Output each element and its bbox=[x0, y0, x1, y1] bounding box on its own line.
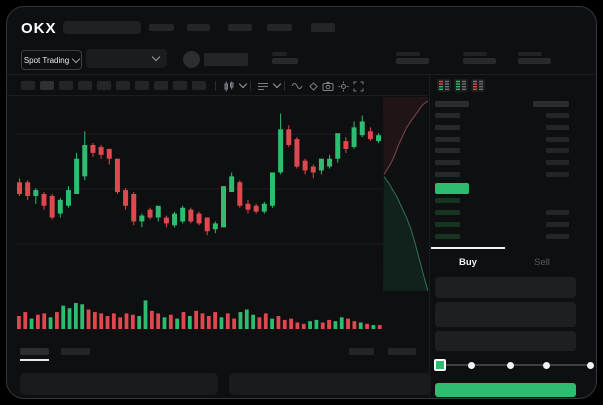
market-type-label: Spot Trading bbox=[23, 55, 70, 65]
ask-amount-placeholder bbox=[546, 172, 569, 177]
nav-item-placeholder[interactable] bbox=[311, 23, 335, 32]
bid-amount-placeholder bbox=[546, 222, 569, 227]
ticker-label-placeholder bbox=[396, 52, 420, 56]
market-type-dropdown[interactable]: Spot Trading bbox=[21, 50, 82, 70]
pair-selector-dropdown[interactable] bbox=[86, 49, 167, 68]
ask-price-placeholder[interactable] bbox=[435, 124, 460, 130]
toolbar-divider bbox=[250, 81, 251, 91]
ticker-label-placeholder bbox=[518, 52, 542, 56]
ask-price-placeholder[interactable] bbox=[435, 136, 460, 142]
timeframe-button[interactable] bbox=[154, 81, 168, 90]
slider-handle[interactable] bbox=[434, 359, 446, 371]
chevron-down-icon bbox=[151, 52, 161, 62]
tab-sell[interactable]: Sell bbox=[534, 257, 550, 268]
timeframe-button[interactable] bbox=[116, 81, 130, 90]
settings-gear-icon[interactable] bbox=[335, 79, 351, 93]
price-value-placeholder bbox=[272, 58, 298, 64]
bottom-action-placeholder[interactable] bbox=[388, 348, 416, 355]
amount-field[interactable] bbox=[435, 302, 576, 327]
depth-chart[interactable] bbox=[383, 97, 429, 292]
slider-stop-dot[interactable] bbox=[543, 361, 550, 369]
ticker-value-placeholder bbox=[396, 58, 429, 64]
camera-icon[interactable] bbox=[320, 79, 336, 93]
timeframe-button[interactable] bbox=[192, 81, 206, 90]
toolbar-divider bbox=[284, 81, 285, 91]
coin-avatar bbox=[183, 51, 200, 68]
book-bids-icon[interactable] bbox=[454, 79, 468, 92]
ask-price-placeholder[interactable] bbox=[435, 172, 460, 177]
candle-type-icon[interactable] bbox=[221, 79, 237, 93]
nav-item-placeholder[interactable] bbox=[228, 24, 252, 31]
pair-name-placeholder bbox=[204, 53, 248, 66]
book-asks-icon[interactable] bbox=[471, 79, 485, 92]
slider-stop-dot[interactable] bbox=[468, 361, 475, 369]
orderbook-last-price[interactable] bbox=[435, 183, 469, 194]
bid-price-placeholder[interactable] bbox=[435, 210, 460, 215]
slider-stop-dot[interactable] bbox=[587, 361, 594, 369]
ask-price-placeholder[interactable] bbox=[435, 113, 460, 118]
bottom-action-placeholder[interactable] bbox=[349, 348, 374, 355]
ticker-value-placeholder bbox=[518, 58, 551, 64]
ask-amount-placeholder bbox=[546, 124, 569, 130]
tab-buy[interactable]: Buy bbox=[459, 257, 477, 268]
buy-tab-indicator bbox=[431, 247, 505, 249]
ask-price-placeholder[interactable] bbox=[435, 148, 460, 154]
bid-price-placeholder[interactable] bbox=[435, 222, 460, 227]
search-input[interactable] bbox=[63, 21, 141, 34]
timeframe-button[interactable] bbox=[173, 81, 187, 90]
app-window: OKX Spot Trading bbox=[6, 6, 597, 399]
nav-item-placeholder[interactable] bbox=[149, 24, 174, 31]
timeframe-button[interactable] bbox=[97, 81, 111, 90]
nav-item-placeholder[interactable] bbox=[267, 24, 292, 31]
bottom-tab-indicator bbox=[20, 359, 49, 361]
chevron-down-icon bbox=[71, 54, 81, 63]
timeframe-button[interactable] bbox=[78, 81, 92, 90]
bid-amount-placeholder bbox=[546, 210, 569, 215]
buy-submit-button[interactable] bbox=[435, 383, 576, 397]
bottom-panel[interactable] bbox=[20, 373, 218, 395]
orderbook-amount-header bbox=[533, 101, 569, 107]
ask-amount-placeholder bbox=[546, 160, 569, 166]
ask-amount-placeholder bbox=[546, 136, 569, 142]
bottom-tab-placeholder[interactable] bbox=[20, 348, 49, 355]
ticker-label-placeholder bbox=[463, 52, 487, 56]
header-divider bbox=[7, 74, 596, 75]
bottom-tab-placeholder[interactable] bbox=[61, 348, 90, 355]
line-wave-icon[interactable] bbox=[289, 79, 305, 93]
tag-icon[interactable] bbox=[305, 79, 321, 93]
ask-amount-placeholder bbox=[546, 113, 569, 118]
volume-pane bbox=[15, 296, 383, 329]
ask-price-placeholder[interactable] bbox=[435, 160, 460, 166]
book-all-icon[interactable] bbox=[437, 79, 451, 92]
fullscreen-icon[interactable] bbox=[350, 79, 366, 93]
bottom-panel[interactable] bbox=[229, 373, 431, 395]
price-label-placeholder bbox=[272, 52, 287, 56]
bid-price-placeholder[interactable] bbox=[435, 234, 460, 239]
chevron-down-icon[interactable] bbox=[238, 79, 248, 89]
ask-amount-placeholder bbox=[546, 148, 569, 154]
indicators-icon[interactable] bbox=[255, 79, 271, 93]
nav-item-placeholder[interactable] bbox=[187, 24, 210, 31]
timeframe-button[interactable] bbox=[21, 81, 35, 90]
orderbook-price-header bbox=[435, 101, 469, 107]
timeframe-button[interactable] bbox=[40, 81, 54, 90]
chevron-down-icon[interactable] bbox=[272, 79, 282, 89]
toolbar-bottom-divider bbox=[7, 95, 427, 96]
ticker-value-placeholder bbox=[463, 58, 496, 64]
okx-logo[interactable]: OKX bbox=[21, 20, 57, 37]
toolbar-divider bbox=[215, 81, 216, 91]
panel-divider bbox=[429, 75, 430, 398]
price-field[interactable] bbox=[435, 277, 576, 298]
slider-stop-dot[interactable] bbox=[507, 361, 514, 369]
bid-amount-placeholder bbox=[546, 234, 569, 239]
timeframe-button[interactable] bbox=[59, 81, 73, 90]
total-field[interactable] bbox=[435, 331, 576, 351]
bid-price-placeholder[interactable] bbox=[435, 198, 460, 203]
timeframe-button[interactable] bbox=[135, 81, 149, 90]
candlestick-chart[interactable] bbox=[15, 96, 383, 292]
